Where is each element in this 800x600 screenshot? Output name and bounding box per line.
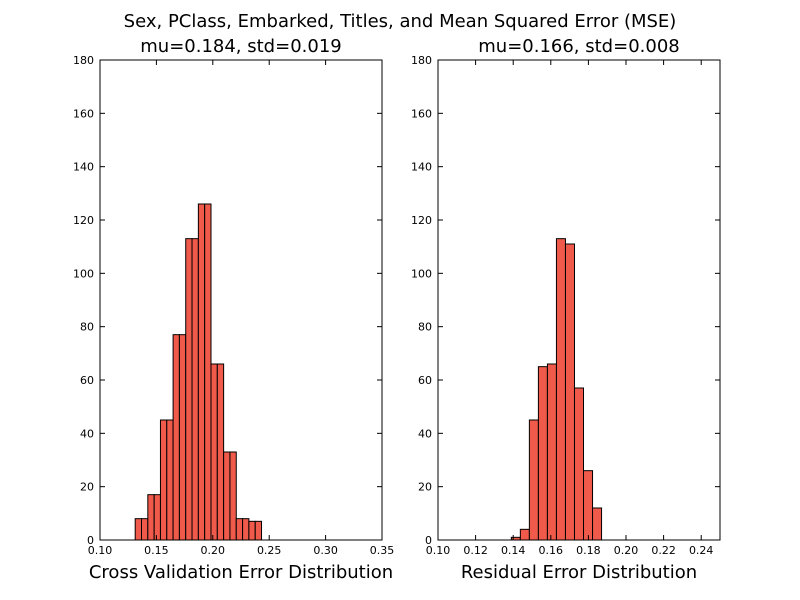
axes-frame	[437, 59, 721, 541]
y-tick-label: 20	[80, 481, 94, 494]
histogram-bar	[141, 518, 149, 541]
y-tick-label: 0	[425, 534, 432, 547]
cross-validation-panel: mu=0.184, std=0.019 0.10 0.15 0.20 0.25 0.30…	[73, 36, 394, 583]
y-tick-label: 180	[411, 54, 432, 67]
y-tick-label: 80	[418, 321, 432, 334]
x-tick-label: 0.30	[313, 544, 338, 557]
panel-title: mu=0.166, std=0.008	[478, 36, 679, 57]
axes-frame	[99, 59, 383, 541]
histogram-bar	[223, 451, 231, 541]
y-tick-label: 160	[411, 107, 432, 120]
residual-panel: mu=0.166, std=0.008 0.10 0.12 0.14 0.16 0.18…	[411, 36, 721, 583]
histogram-bar	[185, 238, 193, 541]
y-tick-label: 160	[73, 107, 94, 120]
y-tick-label: 60	[80, 374, 94, 387]
x-tick-label: 0.10	[88, 544, 113, 557]
histogram-bar	[248, 520, 256, 541]
y-tick-label: 20	[418, 481, 432, 494]
histogram-bar	[235, 518, 244, 541]
histogram-bar	[573, 387, 585, 541]
histogram-bar	[519, 528, 530, 541]
histogram-bar	[197, 203, 206, 541]
histogram-bar	[204, 203, 212, 541]
histogram-bars	[510, 238, 603, 541]
x-tick-label: 0.35	[370, 544, 395, 557]
x-tick-label: 0.18	[576, 544, 601, 557]
histogram-bar	[191, 238, 199, 541]
histogram-bar	[528, 419, 539, 541]
x-tick-label: 0.16	[539, 544, 564, 557]
x-axis-label: Residual Error Distribution	[461, 562, 697, 583]
y-tick-label: 140	[411, 161, 432, 174]
x-tick-label: 0.14	[501, 544, 526, 557]
x-ticks: 0.10 0.15 0.20 0.25 0.30 0.35	[88, 60, 395, 557]
histogram-bar	[229, 451, 237, 541]
y-tick-label: 100	[73, 267, 94, 280]
y-tick-label: 0	[87, 534, 94, 547]
histogram-bar	[134, 518, 143, 541]
y-ticks: 0 20 40 60 80 100 120 140 160 180	[411, 54, 720, 547]
panel-title: mu=0.184, std=0.019	[140, 36, 341, 57]
x-tick-label: 0.12	[463, 544, 488, 557]
y-tick-label: 120	[411, 214, 432, 227]
figure-suptitle: Sex, PClass, Embarked, Titles, and Mean …	[124, 11, 677, 32]
histogram-bars	[134, 203, 263, 541]
y-tick-label: 120	[73, 214, 94, 227]
y-tick-label: 40	[80, 427, 94, 440]
x-tick-label: 0.20	[201, 544, 226, 557]
y-tick-label: 100	[411, 267, 432, 280]
histogram-bar	[178, 334, 187, 541]
x-tick-label: 0.24	[689, 544, 714, 557]
histogram-bar	[555, 238, 566, 541]
histogram-bar	[242, 518, 250, 541]
histogram-bar	[166, 419, 174, 541]
histogram-bar	[147, 494, 155, 541]
y-ticks: 0 20 40 60 80 100 120 140 160 180	[73, 54, 382, 547]
histogram-bar	[564, 243, 575, 541]
histogram-bar	[153, 494, 161, 541]
y-tick-label: 180	[73, 54, 94, 67]
histogram-bar	[537, 366, 548, 541]
x-tick-label: 0.22	[651, 544, 676, 557]
histogram-bar	[159, 419, 168, 541]
histogram-bar	[583, 470, 594, 541]
histogram-bar	[216, 363, 225, 541]
x-tick-label: 0.10	[426, 544, 451, 557]
y-tick-label: 40	[418, 427, 432, 440]
y-tick-label: 80	[80, 321, 94, 334]
histogram-bar	[172, 334, 180, 541]
y-tick-label: 140	[73, 161, 94, 174]
x-axis-label: Cross Validation Error Distribution	[89, 562, 393, 583]
histogram-bar	[254, 520, 263, 541]
x-ticks: 0.10 0.12 0.14 0.16 0.18 0.20 0.22 0.24	[426, 60, 714, 557]
x-tick-label: 0.20	[614, 544, 639, 557]
histogram-bar	[546, 363, 557, 541]
histogram-bar	[210, 363, 218, 541]
x-tick-label: 0.15	[144, 544, 169, 557]
histogram-bar	[592, 507, 603, 541]
x-tick-label: 0.25	[257, 544, 282, 557]
y-tick-label: 60	[418, 374, 432, 387]
